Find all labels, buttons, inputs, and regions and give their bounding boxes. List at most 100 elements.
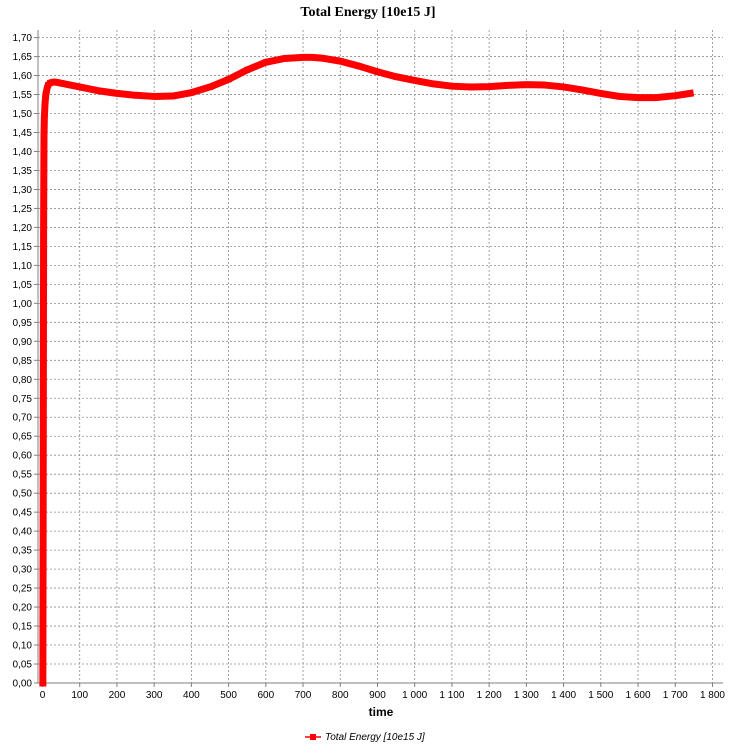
data-point (687, 90, 694, 97)
y-tick-label: 0,00 (13, 679, 33, 690)
y-tick-label: 1,50 (13, 109, 33, 120)
y-tick-label: 0,85 (13, 356, 33, 367)
x-tick-label: 1 800 (700, 690, 725, 701)
data-point (597, 90, 604, 97)
data-point (50, 79, 57, 86)
y-tick-label: 0,90 (13, 337, 33, 348)
data-point (337, 58, 344, 65)
y-tick-label: 0,55 (13, 470, 33, 481)
legend-label: Total Energy [10e15 J] (325, 732, 425, 743)
x-tick-label: 100 (71, 690, 88, 701)
y-tick-label: 1,25 (13, 204, 33, 215)
y-tick-label: 0,70 (13, 413, 33, 424)
x-tick-label: 900 (369, 690, 386, 701)
data-point (151, 93, 158, 100)
data-point (448, 83, 455, 90)
data-point (523, 81, 530, 88)
y-tick-label: 0,10 (13, 641, 33, 652)
data-point (411, 77, 418, 84)
axes: 0 100 200 300 400 500 600 700 800 900 1 000 1 100 1 … (13, 30, 725, 701)
y-tick-label: 1,15 (13, 242, 33, 253)
data-point (40, 133, 47, 140)
data-point (300, 54, 307, 61)
y-tick-label: 1,40 (13, 147, 33, 158)
data-point (616, 93, 623, 100)
y-tick-label: 1,60 (13, 71, 33, 82)
y-tick-label: 0,95 (13, 318, 33, 329)
x-tick-label: 1 200 (477, 690, 502, 701)
data-point (318, 55, 325, 62)
data-point (374, 68, 381, 75)
y-tick-label: 0,25 (13, 584, 33, 595)
x-tick-label: 1 400 (551, 690, 576, 701)
x-tick-label: 1 700 (663, 690, 688, 701)
data-point (393, 73, 400, 80)
x-tick-label: 1 100 (439, 690, 464, 701)
series (39, 53, 695, 687)
x-axis-title: time (369, 705, 394, 719)
y-tick-label: 0,60 (13, 451, 33, 462)
data-point (430, 80, 437, 87)
data-point (54, 79, 61, 86)
y-tick-label: 0,75 (13, 394, 33, 405)
x-tick-label: 600 (257, 690, 274, 701)
data-point (113, 90, 120, 97)
data-point (486, 83, 493, 90)
x-tick-label: 300 (146, 690, 163, 701)
y-tick-label: 0,30 (13, 565, 33, 576)
y-tick-label: 0,40 (13, 527, 33, 538)
y-tick-label: 0,35 (13, 546, 33, 557)
data-point (206, 83, 213, 90)
y-tick-label: 0,05 (13, 660, 33, 671)
chart-title: Total Energy [10e15 J] (300, 5, 435, 20)
data-point (43, 85, 50, 92)
grid (38, 30, 723, 683)
legend: Total Energy [10e15 J] (305, 732, 425, 743)
data-point (41, 114, 48, 121)
x-tick-label: 800 (332, 690, 349, 701)
data-point (653, 94, 660, 101)
data-point (39, 680, 46, 686)
data-point (76, 83, 83, 90)
data-point (95, 87, 102, 94)
x-tick-label: 1 000 (402, 690, 427, 701)
data-point (40, 224, 47, 231)
x-tick-label: 700 (295, 690, 312, 701)
y-tick-label: 1,55 (13, 90, 33, 101)
x-tick-label: 200 (109, 690, 126, 701)
data-point (169, 93, 176, 100)
data-point (635, 94, 642, 101)
y-tick-label: 0,20 (13, 603, 33, 614)
data-point (188, 89, 195, 96)
data-point (132, 92, 139, 99)
data-point (672, 92, 679, 99)
y-tick-label: 0,50 (13, 489, 33, 500)
x-tick-label: 500 (220, 690, 237, 701)
plot-area (38, 30, 723, 683)
data-point (355, 63, 362, 70)
y-tick-label: 1,20 (13, 223, 33, 234)
x-tick-label: 1 300 (514, 690, 539, 701)
data-point (262, 59, 269, 66)
y-tick-label: 1,45 (13, 128, 33, 139)
y-tick-label: 0,15 (13, 622, 33, 633)
x-tick-label: 400 (183, 690, 200, 701)
x-tick-label: 1 500 (588, 690, 613, 701)
data-point (541, 82, 548, 89)
data-point (58, 80, 65, 87)
y-tick-label: 0,45 (13, 508, 33, 519)
data-point (244, 66, 251, 73)
x-tick-label: 1 600 (626, 690, 651, 701)
legend-square-marker (310, 734, 316, 740)
y-tick-label: 1,70 (13, 33, 33, 44)
y-tick-label: 0,80 (13, 375, 33, 386)
data-point (309, 54, 316, 61)
y-tick-label: 1,00 (13, 299, 33, 310)
y-tick-label: 0,65 (13, 432, 33, 443)
y-tick-label: 1,30 (13, 185, 33, 196)
data-point (67, 82, 74, 89)
y-tick-label: 1,10 (13, 261, 33, 272)
data-point (560, 83, 567, 90)
data-point (579, 86, 586, 93)
